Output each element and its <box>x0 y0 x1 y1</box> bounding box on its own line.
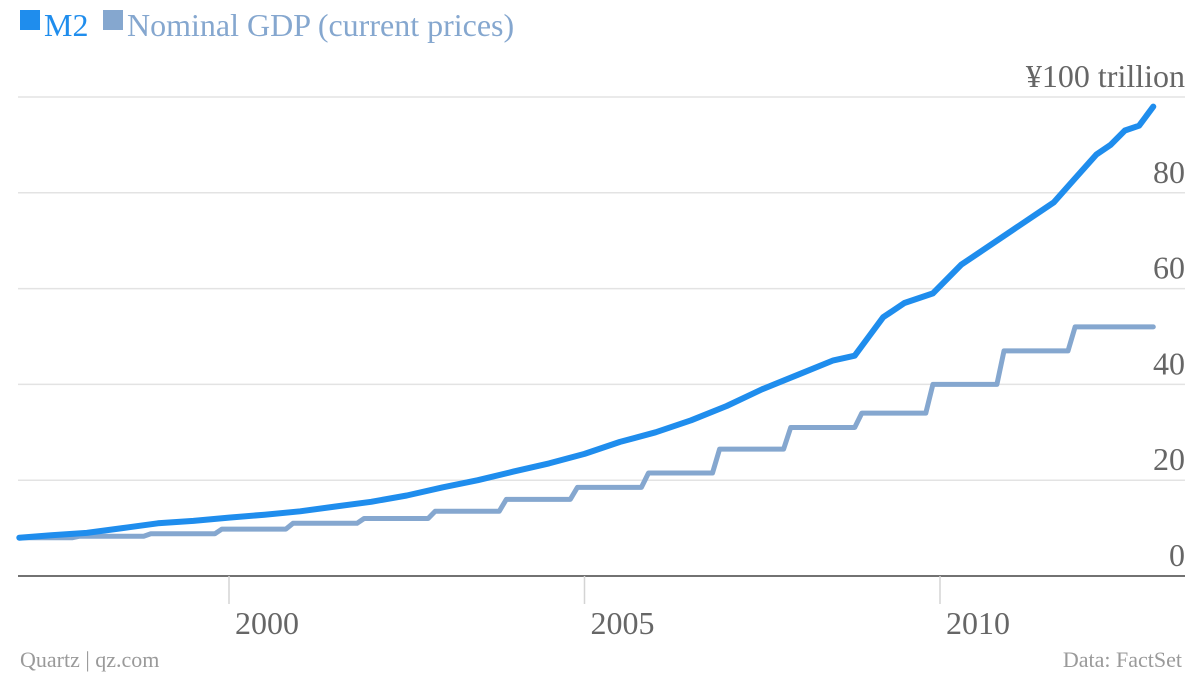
source-credit: Quartz | qz.com <box>20 647 159 672</box>
legend-swatch-m2 <box>20 10 40 30</box>
x-tick-label-0: 2000 <box>235 605 299 641</box>
x-axis: 2000 2005 2010 <box>228 576 1010 641</box>
series-line-nominal-gdp <box>16 324 1156 541</box>
y-axis-labels: 0 20 40 60 80 ¥100 trillion <box>1026 58 1185 573</box>
data-source: Data: FactSet <box>1063 647 1182 672</box>
legend: M2 Nominal GDP (current prices) <box>20 7 514 43</box>
y-tick-label-4: 80 <box>1153 154 1185 190</box>
x-tick-label-1: 2005 <box>591 605 655 641</box>
y-tick-label-5: ¥100 trillion <box>1026 58 1185 94</box>
legend-swatch-gdp <box>103 10 123 30</box>
y-tick-label-0: 0 <box>1169 537 1185 573</box>
legend-label-m2: M2 <box>44 7 88 43</box>
legend-label-gdp: Nominal GDP (current prices) <box>127 7 514 43</box>
series-layer <box>16 103 1157 541</box>
y-tick-label-2: 40 <box>1153 345 1185 381</box>
y-tick-label-1: 20 <box>1153 441 1185 477</box>
x-tick-label-2: 2010 <box>946 605 1010 641</box>
series-line-m2 <box>16 103 1157 541</box>
gridlines <box>18 96 1185 577</box>
y-tick-label-3: 60 <box>1153 250 1185 286</box>
